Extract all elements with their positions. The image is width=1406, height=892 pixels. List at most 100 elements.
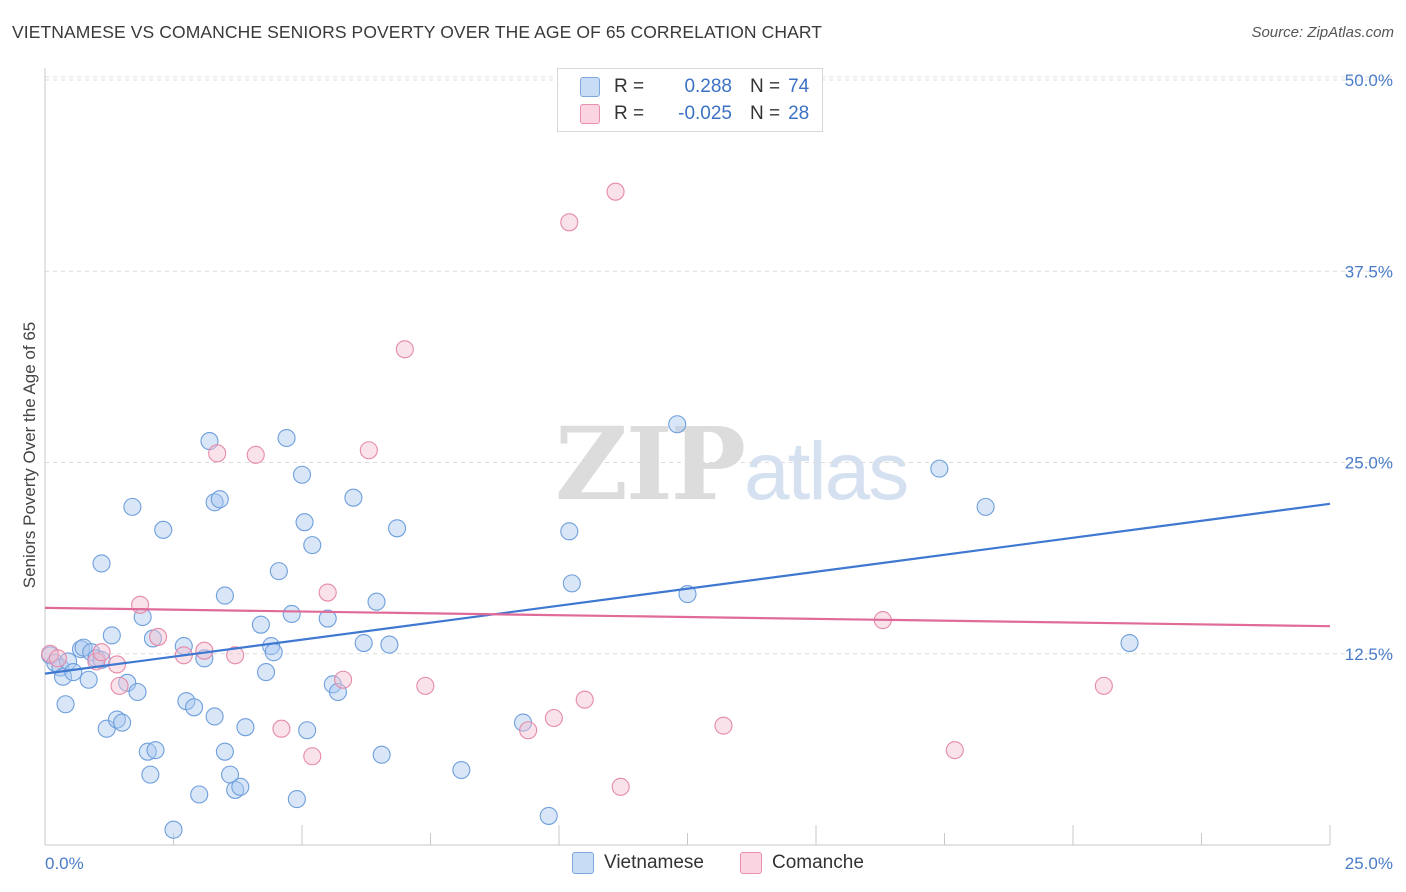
data-point-vietnamese <box>128 682 147 702</box>
data-point-vietnamese <box>226 780 245 799</box>
bottom-legend: Vietnamese Comanche <box>0 852 1406 878</box>
legend-n-value: 74 <box>788 76 810 97</box>
data-point-comanche <box>395 340 414 359</box>
bottom-legend-vietnamese: Vietnamese <box>572 852 704 874</box>
data-point-vietnamese <box>287 790 306 809</box>
x-tick-label: 0.0% <box>45 854 84 873</box>
bottom-legend-comanche: Comanche <box>740 852 864 874</box>
watermark-atlas: atlas <box>743 426 909 517</box>
data-point-vietnamese <box>292 465 312 484</box>
legend-swatch-comanche <box>580 104 600 124</box>
data-point-comanche <box>611 777 630 796</box>
data-point-vietnamese <box>976 497 995 516</box>
x-tick-label: 25.0% <box>1345 854 1393 873</box>
source-credit: Source: ZipAtlas.com <box>1251 24 1394 41</box>
legend-r-value: 0.288 <box>684 76 732 97</box>
data-point-vietnamese <box>215 586 234 605</box>
data-point-vietnamese <box>295 513 314 532</box>
legend-n-value: 28 <box>788 103 810 124</box>
data-point-comanche <box>208 444 227 463</box>
trend-line-comanche <box>44 606 1331 628</box>
y-tick-label: 37.5% <box>1345 262 1393 281</box>
data-point-vietnamese <box>141 765 160 784</box>
data-point-vietnamese <box>138 742 157 761</box>
data-point-comanche <box>272 719 291 738</box>
legend-row-comanche: R = -0.025 N = 28 <box>580 102 809 126</box>
data-point-comanche <box>606 182 625 201</box>
data-point-vietnamese <box>560 522 579 541</box>
data-point-vietnamese <box>107 710 127 729</box>
watermark: ZIPatlas <box>555 405 909 523</box>
trend-line-vietnamese <box>44 502 1331 675</box>
y-tick-label: 25.0% <box>1345 454 1393 473</box>
data-point-vietnamese <box>113 713 132 732</box>
data-point-vietnamese <box>190 785 209 804</box>
legend-r-label: R = <box>614 103 645 124</box>
data-point-vietnamese <box>372 745 391 764</box>
data-point-vietnamese <box>79 670 98 689</box>
legend-row-vietnamese: R = 0.288 N = 74 <box>580 75 809 99</box>
data-point-vietnamese <box>562 574 581 593</box>
data-point-vietnamese <box>269 562 288 581</box>
data-point-vietnamese <box>388 519 407 538</box>
legend: R = 0.288 N = 74 R = -0.025 N = 28 <box>557 68 823 132</box>
data-point-comanche <box>519 721 538 740</box>
data-point-vietnamese <box>231 777 250 796</box>
data-point-vietnamese <box>92 554 111 573</box>
data-point-comanche <box>560 213 579 232</box>
data-point-comanche <box>131 595 150 614</box>
data-point-vietnamese <box>123 497 142 516</box>
data-point-vietnamese <box>236 718 255 737</box>
data-point-comanche <box>92 643 111 662</box>
data-point-vietnamese <box>539 806 558 825</box>
data-point-comanche <box>575 690 594 709</box>
data-point-comanche <box>945 741 964 760</box>
data-point-comanche <box>416 676 435 695</box>
data-point-vietnamese <box>1120 633 1139 653</box>
data-point-vietnamese <box>930 459 949 478</box>
legend-n-label: N = <box>750 103 781 124</box>
y-tick-label: 12.5% <box>1345 645 1393 664</box>
data-point-comanche <box>544 708 563 728</box>
chart-title: VIETNAMESE VS COMANCHE SENIORS POVERTY O… <box>12 22 823 42</box>
data-point-comanche <box>1094 676 1113 695</box>
legend-r-value: -0.025 <box>678 103 732 124</box>
data-point-vietnamese <box>668 415 687 434</box>
data-point-vietnamese <box>380 635 399 654</box>
data-point-vietnamese <box>318 609 337 628</box>
data-point-comanche <box>110 676 129 695</box>
data-point-vietnamese <box>282 604 301 624</box>
data-point-vietnamese <box>344 488 363 507</box>
data-point-comanche <box>246 445 265 464</box>
data-point-vietnamese <box>354 633 373 653</box>
data-point-comanche <box>226 646 245 665</box>
data-point-vietnamese <box>164 820 183 839</box>
data-point-vietnamese <box>303 536 322 555</box>
data-point-vietnamese <box>215 742 234 761</box>
data-point-vietnamese <box>56 695 75 714</box>
data-point-vietnamese <box>205 493 224 512</box>
data-point-comanche <box>359 441 378 460</box>
data-point-comanche <box>318 583 337 602</box>
data-point-vietnamese <box>367 592 386 611</box>
data-point-vietnamese <box>452 760 471 780</box>
bottom-legend-label-comanche: Comanche <box>772 852 864 873</box>
y-tick-label: 50.0% <box>1345 71 1393 90</box>
data-point-comanche <box>334 670 353 689</box>
data-point-comanche <box>714 716 733 735</box>
legend-n-label: N = <box>750 76 781 97</box>
legend-swatch-vietnamese <box>580 77 600 97</box>
data-point-vietnamese <box>264 643 283 662</box>
data-point-comanche <box>303 747 322 766</box>
watermark-zip: ZIP <box>555 405 746 523</box>
data-point-vietnamese <box>277 428 296 448</box>
data-point-vietnamese <box>154 520 173 539</box>
data-point-comanche <box>48 649 67 668</box>
data-point-comanche <box>149 627 168 646</box>
data-point-vietnamese <box>146 741 165 760</box>
data-point-vietnamese <box>102 626 121 645</box>
data-point-vietnamese <box>97 719 116 738</box>
bottom-legend-label-vietnamese: Vietnamese <box>604 852 704 873</box>
data-point-vietnamese <box>256 663 276 682</box>
